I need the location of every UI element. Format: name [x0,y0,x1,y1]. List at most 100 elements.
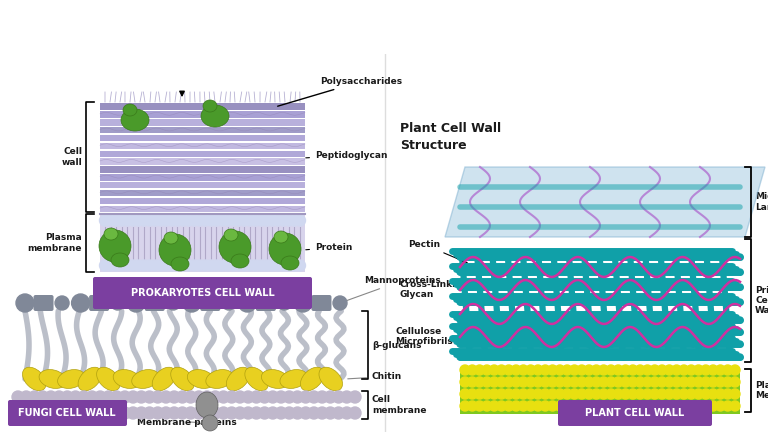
Circle shape [701,389,711,399]
Ellipse shape [171,257,189,271]
Circle shape [525,377,535,387]
Circle shape [482,389,492,399]
Circle shape [702,317,708,323]
Circle shape [205,260,217,271]
Circle shape [609,341,614,347]
Circle shape [643,365,653,375]
Circle shape [597,317,603,323]
Circle shape [518,365,528,375]
Circle shape [467,377,477,387]
Circle shape [609,254,614,260]
Circle shape [737,299,743,305]
Circle shape [504,365,514,375]
Circle shape [467,389,477,399]
Circle shape [489,365,499,375]
Circle shape [527,269,533,275]
Circle shape [119,407,131,419]
Circle shape [609,284,614,290]
Circle shape [166,296,180,310]
Circle shape [127,391,139,403]
Circle shape [702,254,708,260]
Circle shape [621,329,627,335]
Circle shape [457,254,463,260]
Circle shape [111,391,123,403]
Circle shape [584,389,594,399]
Circle shape [644,254,650,260]
Circle shape [635,401,645,411]
FancyBboxPatch shape [100,143,305,149]
Circle shape [116,260,127,271]
Circle shape [716,389,726,399]
Circle shape [226,407,238,419]
Circle shape [250,260,261,271]
Circle shape [155,215,166,226]
Circle shape [690,341,697,347]
Circle shape [591,401,601,411]
Circle shape [250,391,263,403]
Circle shape [597,254,603,260]
Circle shape [708,401,718,411]
Circle shape [28,391,41,403]
Circle shape [577,401,587,411]
Circle shape [606,365,616,375]
Circle shape [562,341,568,347]
Text: Plant Cell Wall
Structure: Plant Cell Wall Structure [400,122,502,152]
Text: CELL WALL: STRUCTURE AND FUNCTIONS: CELL WALL: STRUCTURE AND FUNCTIONS [62,13,706,41]
Circle shape [201,391,213,403]
Circle shape [55,296,69,310]
Ellipse shape [113,370,141,388]
Circle shape [300,407,312,419]
Circle shape [504,254,510,260]
Circle shape [533,377,543,387]
Circle shape [713,299,720,305]
Circle shape [525,389,535,399]
Circle shape [725,354,731,360]
Circle shape [152,407,164,419]
Circle shape [233,215,244,226]
Circle shape [527,354,533,360]
Circle shape [632,354,638,360]
Circle shape [489,389,499,399]
Ellipse shape [261,370,289,388]
Circle shape [598,365,609,375]
Circle shape [266,260,278,271]
Circle shape [266,407,279,419]
Circle shape [708,377,718,387]
Circle shape [289,215,300,226]
Circle shape [701,377,711,387]
Circle shape [584,377,594,387]
FancyBboxPatch shape [100,135,305,141]
Circle shape [183,260,194,271]
Circle shape [525,401,535,411]
Circle shape [574,284,580,290]
Circle shape [690,269,697,275]
Circle shape [53,407,65,419]
Circle shape [667,341,673,347]
Circle shape [690,317,697,323]
Circle shape [12,407,24,419]
Circle shape [597,269,603,275]
Circle shape [167,215,177,226]
Circle shape [111,407,123,419]
Circle shape [562,254,568,260]
FancyBboxPatch shape [89,295,109,311]
Circle shape [655,254,661,260]
Ellipse shape [300,367,324,391]
Circle shape [527,254,533,260]
FancyBboxPatch shape [256,295,276,311]
Circle shape [609,329,614,335]
Circle shape [239,215,250,226]
Circle shape [562,365,572,375]
Circle shape [664,389,674,399]
Circle shape [45,391,57,403]
FancyBboxPatch shape [100,190,305,196]
Circle shape [730,377,740,387]
Circle shape [716,401,726,411]
Circle shape [349,391,361,403]
Circle shape [150,215,161,226]
Circle shape [233,260,244,271]
Circle shape [585,317,591,323]
Circle shape [655,341,661,347]
Circle shape [504,354,510,360]
Circle shape [119,391,131,403]
